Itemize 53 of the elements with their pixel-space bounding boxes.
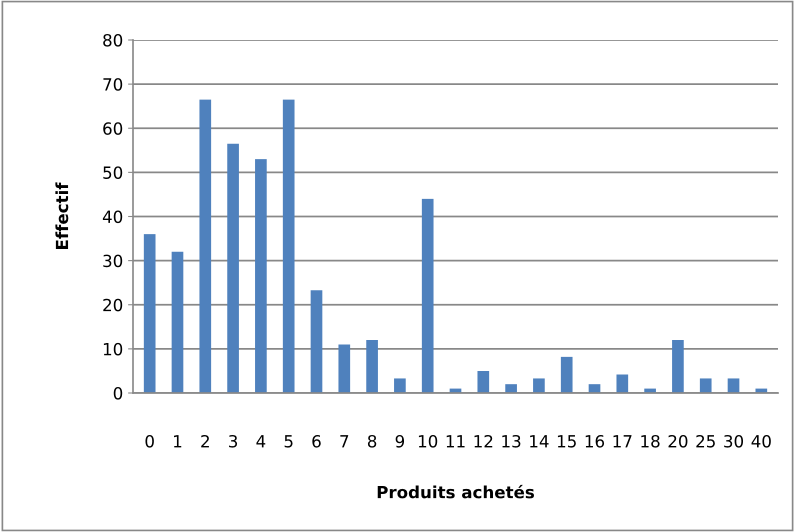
x-tick-label: 7 [340,435,348,448]
bar [255,159,267,393]
bar [199,100,212,393]
y-tick-label: 20 [103,298,122,312]
y-tick-label: 40 [102,210,122,224]
x-tick-label: 25 [696,434,715,448]
x-tick-label: 0 [145,434,154,448]
x-axis-title: Produits achetés [378,484,534,498]
x-tick-label: 40 [752,434,771,448]
x-tick-label: 14 [530,435,549,448]
x-tick-label: 8 [368,434,376,448]
x-tick-label: 3 [229,434,238,448]
x-tick-label: 30 [724,434,744,448]
bar [700,378,712,393]
y-tick-label: 30 [103,254,122,268]
bar [172,252,184,393]
x-tick-label: 13 [502,434,520,448]
y-tick-label: 60 [103,122,122,135]
y-axis-title: Effectif [55,182,68,249]
bar [366,340,378,393]
x-tick-label: 1 [174,435,182,448]
bar [616,374,628,393]
x-tick-label: 2 [201,434,209,448]
x-tick-label: 15 [558,435,576,448]
bar [144,234,156,393]
y-tick-label: 50 [103,166,122,179]
bar [728,378,740,393]
y-tick-label: 80 [103,34,122,47]
x-tick-label: 17 [614,435,632,448]
bar [282,100,295,393]
x-tick-label: 12 [474,434,492,448]
bar [227,144,239,393]
bar [338,344,350,393]
bar [394,378,406,393]
x-tick-label: 16 [586,434,604,448]
bar [560,356,573,393]
x-tick-label: 11 [446,435,465,448]
x-tick-label: 18 [641,434,660,448]
x-tick-label: 9 [396,434,404,448]
bar [533,378,545,393]
x-tick-label: 6 [312,434,321,448]
bar [422,198,434,393]
x-tick-label: 4 [256,435,266,448]
bar [477,370,490,393]
bar [310,290,322,393]
bar [588,384,600,393]
y-tick-label: 10 [104,342,122,356]
x-tick-label: 5 [284,435,293,448]
y-tick-label: 70 [103,78,122,91]
x-tick-label: 10 [418,434,438,448]
x-tick-label: 20 [668,434,688,448]
y-tick-label: 0 [114,386,122,400]
bar [672,340,684,393]
